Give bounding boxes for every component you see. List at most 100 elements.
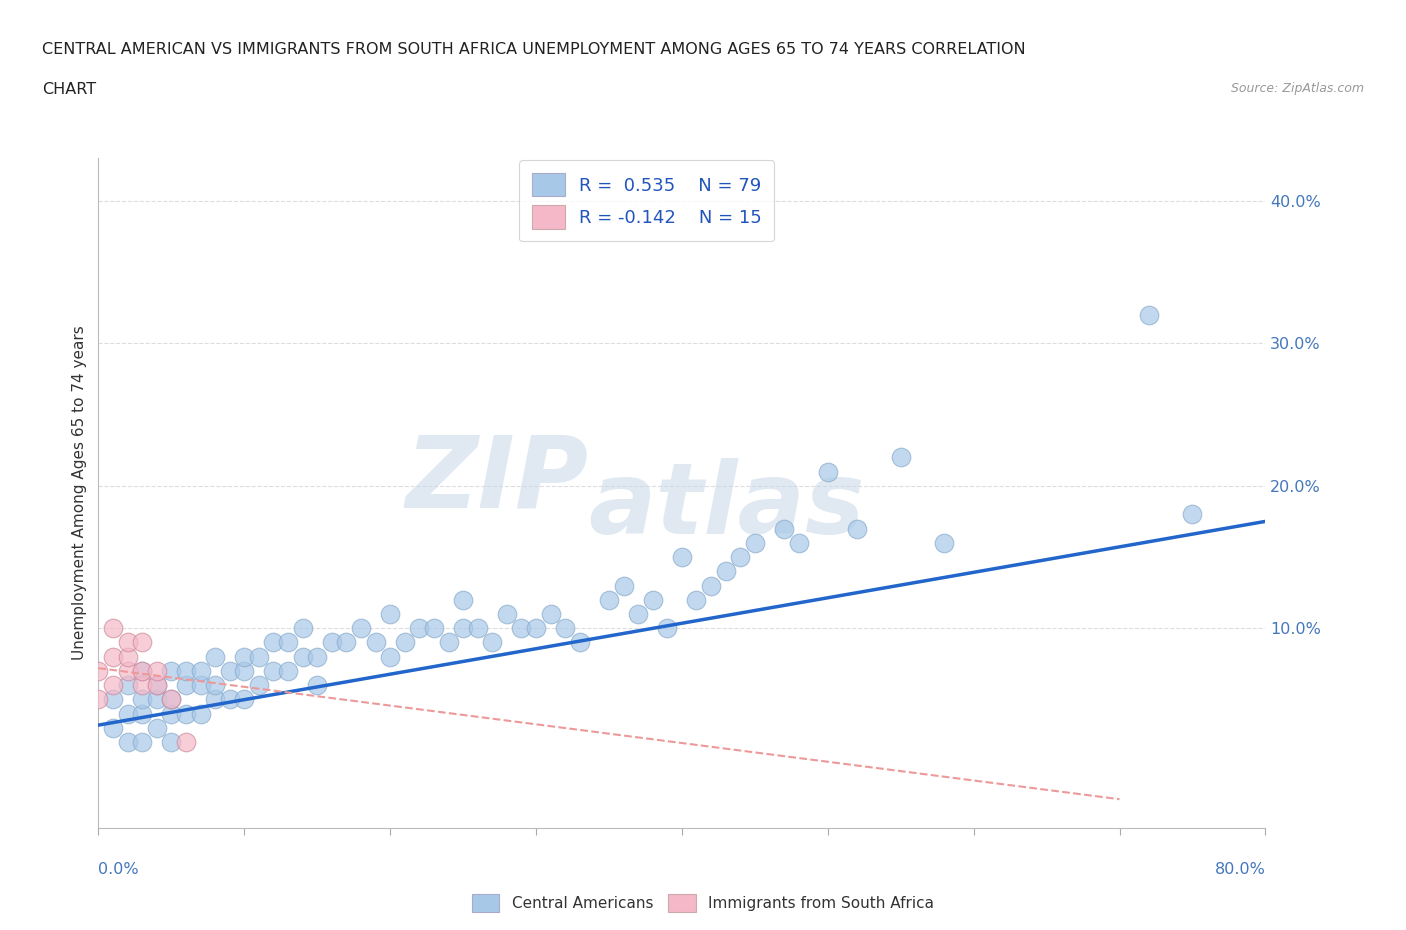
Text: 0.0%: 0.0% [98, 862, 139, 877]
Point [1137, 308, 1160, 323]
Point [335, 635, 357, 650]
Point [845, 521, 868, 536]
Point [350, 621, 373, 636]
Text: CENTRAL AMERICAN VS IMMIGRANTS FROM SOUTH AFRICA UNEMPLOYMENT AMONG AGES 65 TO 7: CENTRAL AMERICAN VS IMMIGRANTS FROM SOUT… [42, 42, 1026, 57]
Text: CHART: CHART [42, 82, 96, 97]
Point [934, 536, 956, 551]
Text: ZIP: ZIP [405, 431, 589, 528]
Y-axis label: Unemployment Among Ages 65 to 74 years: Unemployment Among Ages 65 to 74 years [72, 326, 87, 660]
Point [204, 692, 226, 707]
Point [174, 735, 197, 750]
Point [378, 649, 402, 664]
Text: atlas: atlas [589, 458, 865, 555]
Point [671, 550, 693, 565]
Point [890, 450, 912, 465]
Text: 80.0%: 80.0% [1215, 862, 1265, 877]
Point [174, 678, 197, 693]
Point [233, 649, 256, 664]
Point [817, 464, 839, 479]
Point [87, 663, 110, 678]
Point [291, 649, 314, 664]
Point [321, 635, 343, 650]
Legend: Central Americans, Immigrants from South Africa: Central Americans, Immigrants from South… [465, 888, 941, 918]
Point [131, 678, 153, 693]
Point [451, 621, 474, 636]
Point [247, 649, 270, 664]
Point [131, 706, 153, 721]
Point [101, 649, 124, 664]
Point [262, 635, 284, 650]
Point [467, 621, 489, 636]
Point [612, 578, 634, 593]
Point [160, 735, 183, 750]
Point [481, 635, 503, 650]
Point [641, 592, 664, 607]
Point [117, 678, 139, 693]
Point [437, 635, 460, 650]
Point [568, 635, 591, 650]
Point [685, 592, 707, 607]
Point [598, 592, 620, 607]
Point [204, 649, 226, 664]
Point [146, 678, 169, 693]
Point [524, 621, 547, 636]
Point [146, 692, 169, 707]
Text: Source: ZipAtlas.com: Source: ZipAtlas.com [1230, 82, 1364, 95]
Point [394, 635, 416, 650]
Point [218, 692, 240, 707]
Point [408, 621, 430, 636]
Point [204, 678, 226, 693]
Point [307, 678, 329, 693]
Point [1181, 507, 1204, 522]
Point [160, 692, 183, 707]
Point [233, 692, 256, 707]
Point [291, 621, 314, 636]
Point [131, 735, 153, 750]
Point [787, 536, 810, 551]
Point [247, 678, 270, 693]
Point [101, 692, 124, 707]
Point [262, 663, 284, 678]
Point [773, 521, 796, 536]
Point [87, 692, 110, 707]
Point [174, 663, 197, 678]
Point [190, 663, 212, 678]
Point [131, 663, 153, 678]
Point [101, 621, 124, 636]
Point [728, 550, 751, 565]
Point [495, 606, 517, 621]
Point [700, 578, 723, 593]
Point [117, 649, 139, 664]
Legend: R =  0.535    N = 79, R = -0.142    N = 15: R = 0.535 N = 79, R = -0.142 N = 15 [519, 161, 775, 241]
Point [190, 678, 212, 693]
Point [160, 706, 183, 721]
Point [146, 721, 169, 736]
Point [378, 606, 402, 621]
Point [131, 663, 153, 678]
Point [101, 721, 124, 736]
Point [146, 663, 169, 678]
Point [744, 536, 766, 551]
Point [117, 663, 139, 678]
Point [174, 706, 197, 721]
Point [714, 564, 737, 578]
Point [554, 621, 576, 636]
Point [160, 692, 183, 707]
Point [117, 635, 139, 650]
Point [510, 621, 533, 636]
Point [101, 678, 124, 693]
Point [146, 678, 169, 693]
Point [190, 706, 212, 721]
Point [307, 649, 329, 664]
Point [277, 663, 299, 678]
Point [131, 635, 153, 650]
Point [540, 606, 562, 621]
Point [423, 621, 446, 636]
Point [117, 706, 139, 721]
Point [160, 663, 183, 678]
Point [218, 663, 240, 678]
Point [277, 635, 299, 650]
Point [117, 735, 139, 750]
Point [131, 692, 153, 707]
Point [451, 592, 474, 607]
